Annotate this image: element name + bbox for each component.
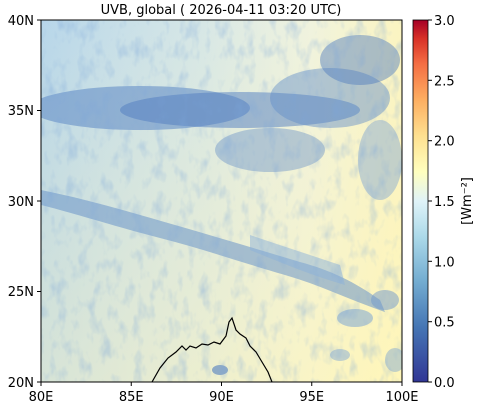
map-title: UVB, global ( 2026-04-11 03:20 UTC) — [101, 3, 342, 18]
y-axis: 40N 35N 30N 25N 20N — [8, 14, 41, 391]
colorbar-ticks: 3.0 2.5 2.0 1.5 1.0 0.5 0.0 — [428, 14, 455, 391]
colorbar-tick-label: 2.5 — [434, 74, 455, 89]
y-tick-label: 40N — [8, 14, 34, 29]
colorbar-tick-label: 0.5 — [434, 316, 455, 331]
colorbar-tick-label: 0.0 — [434, 376, 455, 391]
x-tick-label: 95E — [299, 390, 324, 405]
colorbar-label: [Wm⁻²] — [460, 177, 475, 225]
y-tick-label: 20N — [8, 376, 34, 391]
colorbar-tick-label: 2.0 — [434, 135, 455, 150]
colorbar-tick-label: 1.5 — [434, 195, 455, 210]
y-tick-label: 35N — [8, 104, 34, 119]
y-tick-label: 30N — [8, 195, 34, 210]
colorbar: 3.0 2.5 2.0 1.5 1.0 0.5 0.0 [Wm⁻²] — [412, 14, 475, 391]
coastline — [151, 316, 273, 382]
x-tick-label: 100E — [385, 390, 418, 405]
colorbar-tick-label: 1.0 — [434, 255, 455, 270]
x-tick-label: 80E — [29, 390, 54, 405]
x-tick-label: 90E — [209, 390, 234, 405]
colorbar-tick-label: 3.0 — [434, 14, 455, 29]
y-tick-label: 25N — [8, 285, 34, 300]
uvb-map — [41, 20, 402, 382]
x-axis: 80E 85E 90E 95E 100E — [29, 382, 419, 405]
x-tick-label: 85E — [119, 390, 144, 405]
